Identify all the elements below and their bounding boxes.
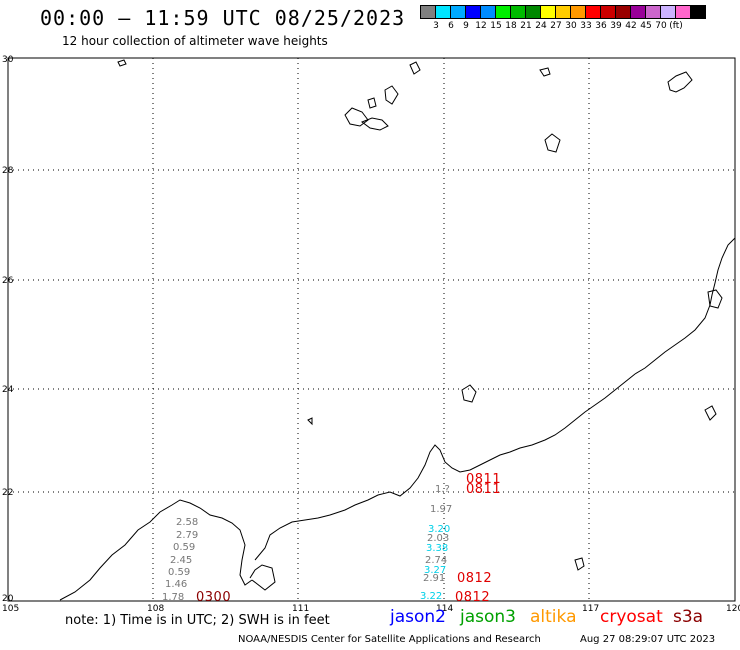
colorbar-tick-label: 18 [505,21,517,31]
lat-tick-label: 26 [2,276,14,286]
swh-value: 1.97 [430,504,453,515]
swh-value: 1.46 [165,579,188,590]
satellite-legend-jason2: jason2 [390,607,446,627]
page-subtitle: 12 hour collection of altimeter wave hei… [62,34,328,48]
swh-value: 2.58 [176,517,199,528]
colorbar-tick-label: 70 [655,21,667,31]
track-time-label: 0300 [196,590,232,605]
lat-tick-label: 24 [2,385,14,395]
lon-tick-label: 111 [292,604,309,614]
colorbar-tick-label: 36 [595,21,607,31]
colorbar-tick-label: 24 [535,21,547,31]
swh-value: 2.74 [425,555,448,566]
coastline [59,59,736,601]
colorbar-tick-label: 33 [580,21,592,31]
colorbar-swatch [690,5,706,19]
swh-value: 3.22 [420,591,443,602]
swh-value: 2.03 [427,533,450,544]
lon-tick-label: 114 [436,604,453,614]
track-time-label: 0811 [466,482,502,497]
colorbar-tick-label: 39 [610,21,622,31]
lon-tick-label: 117 [582,604,599,614]
footer-note: note: 1) Time is in UTC; 2) SWH is in fe… [65,613,330,628]
lat-tick-label: 28 [2,166,14,176]
colorbar-tick-label: 6 [448,21,454,31]
swh-value: 1.? [435,484,450,495]
colorbar-tick-label: 21 [520,21,532,31]
lat-tick-label: 22 [2,488,13,498]
swh-value: 3.27 [424,565,447,576]
colorbar-tick-label: 12 [475,21,487,31]
generated-timestamp: Aug 27 08:29:07 UTC 2023 [580,634,716,645]
satellite-legend-s3a: s3a [673,607,704,627]
colorbar-tick-label: 27 [550,21,562,31]
swh-value: 2.45 [170,555,193,566]
lon-tick-label: 108 [147,604,164,614]
colorbar-tick-label: 15 [490,21,502,31]
lon-tick-label: 120 [726,604,740,614]
page-title: 00:00 – 11:59 UTC 08/25/2023 [40,6,406,30]
credit-line: NOAA/NESDIS Center for Satellite Applica… [238,634,541,645]
swh-value: 2.79 [176,530,199,541]
map-frame [7,57,736,602]
swh-value: 3.38 [426,543,449,554]
lat-axis-labels: 30 28 26 24 22 20 [2,55,14,604]
swh-value: 2.91 [423,573,446,584]
track-time-label: 0812 [457,571,493,586]
satellite-legend-altika: altika [530,607,577,627]
lon-tick-label: 105 [2,604,19,614]
colorbar-tick-label: 45 [640,21,652,31]
colorbar-tick-label: 9 [463,21,469,31]
lat-tick-label: 20 [2,594,14,604]
map-grid [8,58,735,601]
swh-value: 1.78 [162,592,185,603]
colorbar-tick-label: (ft) [669,21,683,31]
satellite-legend-jason3: jason3 [460,607,516,627]
swh-value: 3.20 [428,524,451,535]
swh-value: 0.59 [173,542,196,553]
lat-tick-label: 30 [2,55,14,65]
colorbar-tick-label: 3 [433,21,439,31]
track-time-label: 0812 [455,590,491,605]
colorbar-tick-label: 42 [625,21,637,31]
swh-value: 0.59 [168,567,191,578]
track-time-label: 0811 [466,472,502,487]
colorbar-tick-label: 30 [565,21,577,31]
lon-axis-labels: 105 108 111 114 117 120 [2,604,740,614]
satellite-legend-cryosat: cryosat [600,607,663,627]
